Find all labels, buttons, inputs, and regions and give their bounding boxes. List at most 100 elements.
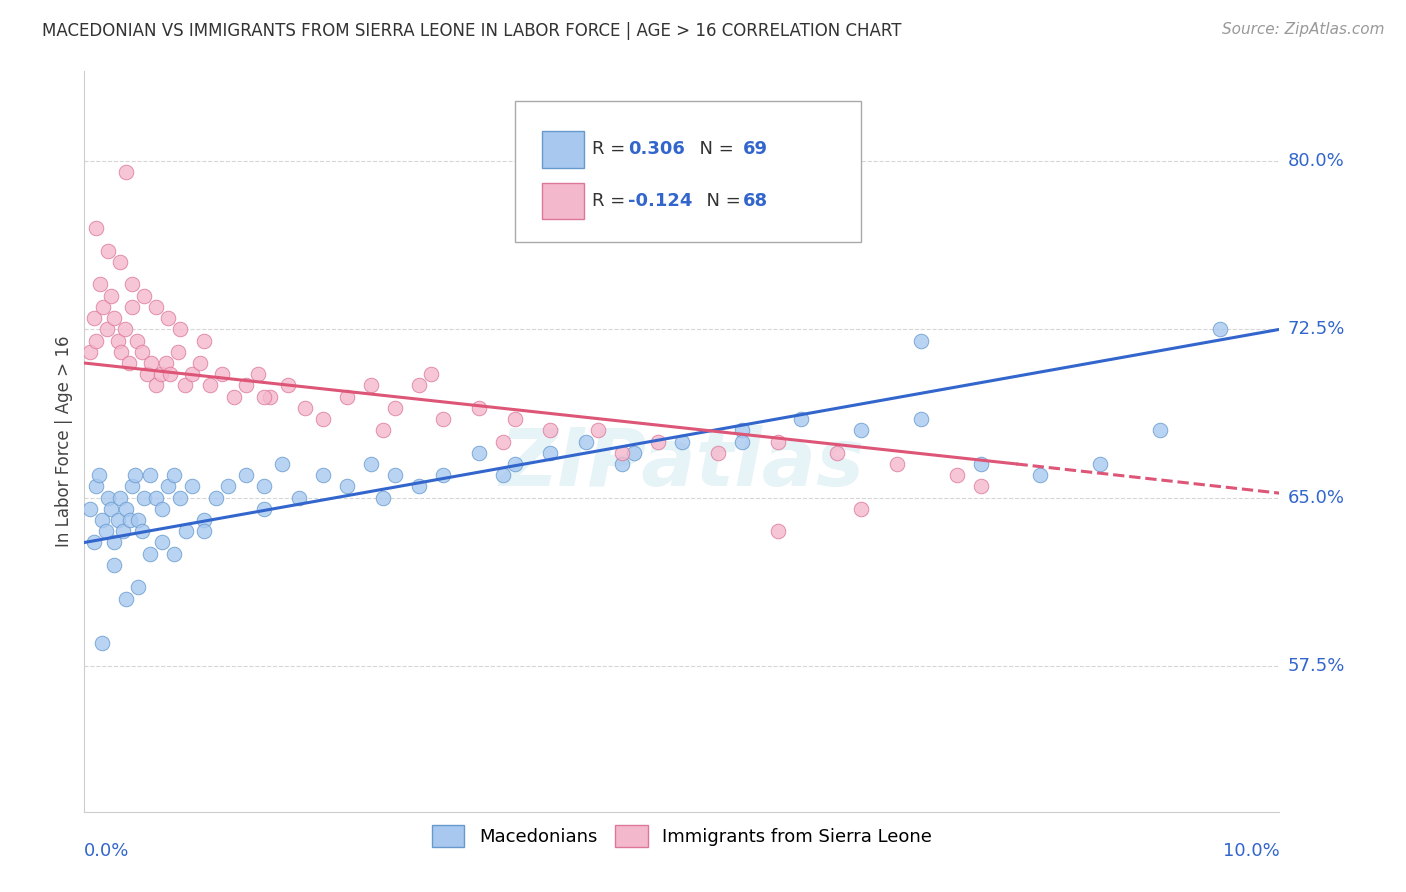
Point <box>827 446 849 460</box>
Point <box>163 468 186 483</box>
Point <box>312 412 335 426</box>
Text: R =: R = <box>592 192 631 211</box>
Text: Source: ZipAtlas.com: Source: ZipAtlas.com <box>1222 22 1385 37</box>
Point <box>96 322 118 336</box>
Point <box>851 501 873 516</box>
Point <box>91 636 114 650</box>
Point <box>110 344 132 359</box>
Text: N =: N = <box>688 140 740 158</box>
Point <box>111 524 134 539</box>
Point <box>384 401 406 415</box>
Point <box>132 491 156 505</box>
Point <box>145 378 167 392</box>
Point <box>294 401 316 415</box>
Point <box>259 390 281 404</box>
Point <box>193 524 215 539</box>
Point <box>157 311 180 326</box>
Point <box>131 524 153 539</box>
Point <box>110 491 132 505</box>
Point <box>193 334 215 348</box>
Point <box>946 468 969 483</box>
Point <box>235 468 257 483</box>
Point <box>612 457 634 471</box>
Point <box>277 378 299 392</box>
Point <box>707 446 730 460</box>
Point <box>86 221 108 235</box>
Point <box>181 479 204 493</box>
Point <box>94 524 117 539</box>
Point <box>408 479 430 493</box>
Point <box>139 547 162 561</box>
Point <box>420 368 443 382</box>
Point <box>246 368 269 382</box>
Point <box>492 434 515 449</box>
Point <box>121 479 143 493</box>
Point <box>198 378 221 392</box>
Point <box>790 412 813 426</box>
Text: MACEDONIAN VS IMMIGRANTS FROM SIERRA LEONE IN LABOR FORCE | AGE > 16 CORRELATION: MACEDONIAN VS IMMIGRANTS FROM SIERRA LEO… <box>42 22 901 40</box>
Point <box>647 434 669 449</box>
Point <box>159 368 181 382</box>
Point <box>110 255 132 269</box>
Point <box>86 334 108 348</box>
Point <box>910 412 932 426</box>
Point <box>211 368 233 382</box>
Point <box>384 468 406 483</box>
Point <box>173 378 195 392</box>
Point <box>149 368 172 382</box>
Point <box>503 457 526 471</box>
Point <box>125 334 148 348</box>
Point <box>253 479 276 493</box>
Point <box>970 457 993 471</box>
Point <box>492 468 515 483</box>
Text: 10.0%: 10.0% <box>1223 842 1279 860</box>
Text: R =: R = <box>592 140 631 158</box>
Point <box>612 446 634 460</box>
Point <box>115 591 138 606</box>
Point <box>468 446 491 460</box>
Point <box>174 524 197 539</box>
Point <box>145 491 167 505</box>
Point <box>288 491 311 505</box>
Point <box>540 446 562 460</box>
Point <box>270 457 292 471</box>
Point <box>83 311 105 326</box>
Point <box>169 322 191 336</box>
Point <box>193 513 215 527</box>
Point <box>166 344 188 359</box>
Point <box>312 468 335 483</box>
Point <box>141 356 163 370</box>
Point <box>336 390 359 404</box>
Point <box>253 501 276 516</box>
Point <box>118 513 141 527</box>
Point <box>131 344 153 359</box>
Point <box>169 491 191 505</box>
Point <box>181 368 204 382</box>
Point <box>432 468 454 483</box>
Point <box>79 501 101 516</box>
Point <box>115 165 138 179</box>
Point <box>671 434 693 449</box>
Point <box>87 468 110 483</box>
Text: 65.0%: 65.0% <box>1288 489 1344 507</box>
Point <box>1029 468 1052 483</box>
Point <box>408 378 430 392</box>
Point <box>89 277 111 292</box>
Point <box>163 547 186 561</box>
Y-axis label: In Labor Force | Age > 16: In Labor Force | Age > 16 <box>55 335 73 548</box>
Point <box>222 390 245 404</box>
Text: 0.0%: 0.0% <box>84 842 129 860</box>
Point <box>575 434 598 449</box>
FancyBboxPatch shape <box>515 101 862 242</box>
Point <box>124 468 146 483</box>
Point <box>121 277 143 292</box>
Point <box>970 479 993 493</box>
Point <box>373 423 395 437</box>
Point <box>851 423 873 437</box>
Point <box>79 344 101 359</box>
Point <box>127 580 149 594</box>
Point <box>150 501 173 516</box>
Point <box>623 446 645 460</box>
Text: ZIPatlas: ZIPatlas <box>499 425 865 503</box>
Point <box>731 434 754 449</box>
